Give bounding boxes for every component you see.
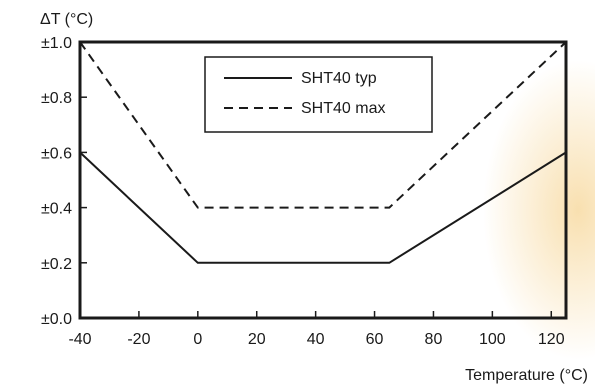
x-tick-label: 100 [479, 331, 506, 348]
legend: SHT40 typ SHT40 max [204, 56, 433, 133]
x-tick-label: -20 [127, 331, 150, 348]
x-tick-label: 40 [307, 331, 325, 348]
legend-label-typ: SHT40 typ [301, 70, 377, 87]
legend-box [204, 56, 433, 133]
y-axis-label: ΔT (°C) [40, 11, 93, 28]
x-tick-label: -40 [68, 331, 91, 348]
series-line-sht40-max [79, 41, 567, 209]
x-axis-label: Temperature (°C) [465, 367, 588, 384]
plot-frame [78, 40, 568, 320]
x-tick-label: 80 [425, 331, 443, 348]
x-tick-label: 120 [538, 331, 565, 348]
y-tick-label: ±0.8 [41, 90, 72, 107]
x-tick-label: 0 [193, 331, 202, 348]
x-tick-label: 60 [366, 331, 384, 348]
y-tick-label: ±1.0 [41, 35, 72, 52]
series-line-sht40-typ [79, 151, 567, 264]
legend-label-max: SHT40 max [301, 100, 385, 117]
y-tick-label: ±0.2 [41, 256, 72, 273]
y-tick-label: ±0.6 [41, 145, 72, 162]
x-tick-label: 20 [248, 331, 266, 348]
series-lines [79, 41, 567, 264]
y-tick-label: ±0.4 [41, 201, 72, 218]
y-tick-label: ±0.0 [41, 311, 72, 328]
